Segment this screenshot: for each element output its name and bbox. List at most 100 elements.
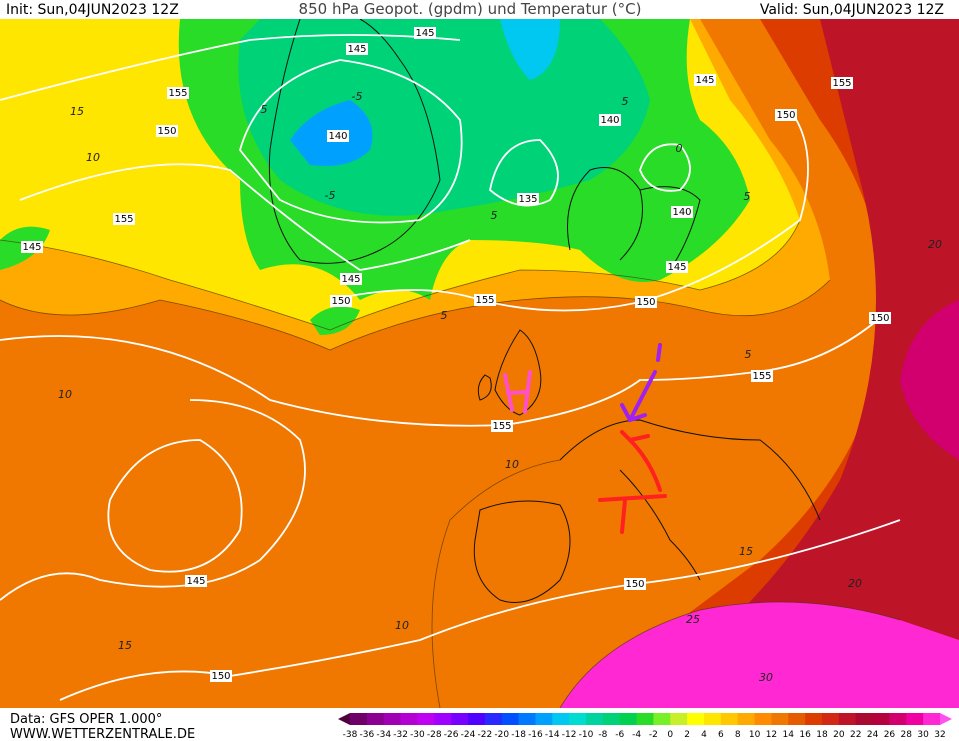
geopotential-label: 145: [415, 28, 434, 39]
website: WWW.WETTERZENTRALE.DE: [10, 727, 195, 741]
legend-swatch: [788, 713, 806, 725]
label-box: [185, 575, 207, 587]
geopotential-label: 150: [776, 110, 795, 121]
legend-swatch: [366, 713, 385, 725]
legend-label: -28: [427, 730, 442, 740]
legend-swatch: [552, 713, 570, 725]
temperature-label: 5: [744, 190, 751, 203]
temperature-label: 10: [86, 151, 100, 164]
legend-swatch: [586, 713, 604, 725]
legend-label: 0: [667, 730, 673, 740]
label-box: [869, 312, 891, 324]
temperature-label: 0: [676, 142, 683, 155]
temperature-label: 30: [759, 671, 773, 684]
legend-swatch: [704, 713, 722, 725]
legend-label: -34: [376, 730, 391, 740]
geopotential-label: 155: [492, 421, 511, 432]
annotation-stroke: [598, 494, 667, 534]
valid-time: Valid: Sun,04JUN2023 12Z: [760, 2, 944, 18]
label-box: [624, 578, 646, 590]
temperature-label: 15: [118, 639, 132, 652]
geopotential-label: 140: [600, 115, 619, 126]
temperature-label: 15: [739, 545, 753, 558]
temp-field: [560, 602, 959, 708]
isohypse: [489, 139, 559, 207]
label-box: [775, 109, 797, 121]
legend-swatch: [383, 713, 402, 725]
isohypse: [239, 59, 463, 224]
isotherm: [559, 601, 901, 708]
legend-label: -30: [410, 730, 425, 740]
legend-label: 32: [934, 730, 945, 740]
geopotential-label: 155: [752, 371, 771, 382]
temperature-label: 5: [745, 348, 752, 361]
legend-label: 4: [701, 730, 707, 740]
annotation-stroke: [503, 370, 532, 414]
label-box: [635, 296, 657, 308]
legend-swatch: [501, 713, 520, 725]
geopotential-label: 155: [475, 295, 494, 306]
legend-swatch: [653, 713, 671, 725]
legend-swatch: [855, 713, 874, 725]
legend-swatch: [619, 713, 638, 725]
legend-label: 2: [684, 730, 690, 740]
label-box: [210, 670, 232, 682]
temperature-label: 25: [686, 613, 700, 626]
geopotential-label: 145: [341, 274, 360, 285]
legend-label: -10: [579, 730, 594, 740]
map-title: 850 hPa Geopot. (gpdm) und Temperatur (°…: [299, 0, 642, 18]
legend-swatch: [923, 713, 941, 725]
legend-swatch: [535, 713, 553, 725]
legend-label: -14: [545, 730, 560, 740]
legend-label: -22: [478, 730, 493, 740]
legend-swatch: [889, 713, 907, 725]
temperature-label: 20: [928, 238, 942, 251]
label-box: [327, 130, 349, 142]
legend-swatch: [838, 713, 857, 725]
legend-label: -32: [393, 730, 408, 740]
legend-label: 14: [783, 730, 795, 740]
label-box: [599, 114, 621, 126]
coastline: [567, 167, 701, 271]
legend-label: 26: [884, 730, 896, 740]
color-legend: -38 -36 -34 -32 -30 -28 -26 -24 -22 -20 -18 -16 -14-…: [338, 713, 952, 740]
geopotential-label: 150: [870, 313, 889, 324]
isohypse: [0, 399, 306, 601]
isotherm: [431, 459, 561, 708]
isotherm: [0, 219, 801, 331]
geopotential-label: 145: [695, 75, 714, 86]
geopotential-label: 155: [114, 214, 133, 225]
legend-swatch: [771, 713, 789, 725]
legend-label: 22: [850, 730, 861, 740]
label-box: [167, 87, 189, 99]
legend-swatch: [434, 713, 452, 725]
legend-swatch: [468, 713, 486, 725]
legend-end: [338, 713, 350, 725]
coastline: [559, 419, 821, 581]
temperature-label: 10: [58, 388, 72, 401]
legend-label: -2: [649, 730, 658, 740]
label-box: [517, 193, 539, 205]
legend-swatch: [670, 713, 688, 725]
geopotential-label: 150: [625, 579, 644, 590]
geopotential-label: 155: [832, 78, 851, 89]
label-box: [414, 27, 436, 39]
legend-swatch: [805, 713, 823, 725]
annotation-arrow: [620, 430, 662, 492]
coastline: [477, 329, 542, 416]
legend-swatch: [400, 713, 418, 725]
legend-label: -18: [511, 730, 526, 740]
legend-label: 24: [867, 730, 879, 740]
geopotential-label: 145: [667, 262, 686, 273]
legend-label: -20: [494, 730, 509, 740]
temperature-label: -5: [352, 90, 363, 103]
data-source: Data: GFS OPER 1.000°: [10, 712, 162, 727]
legend-label: 18: [816, 730, 828, 740]
legend-label: 8: [735, 730, 741, 740]
isohypse: [19, 163, 471, 271]
geopotential-label: 150: [157, 126, 176, 137]
label-box: [491, 420, 513, 432]
legend-swatch: [417, 713, 435, 725]
temp-field: [500, 19, 560, 80]
